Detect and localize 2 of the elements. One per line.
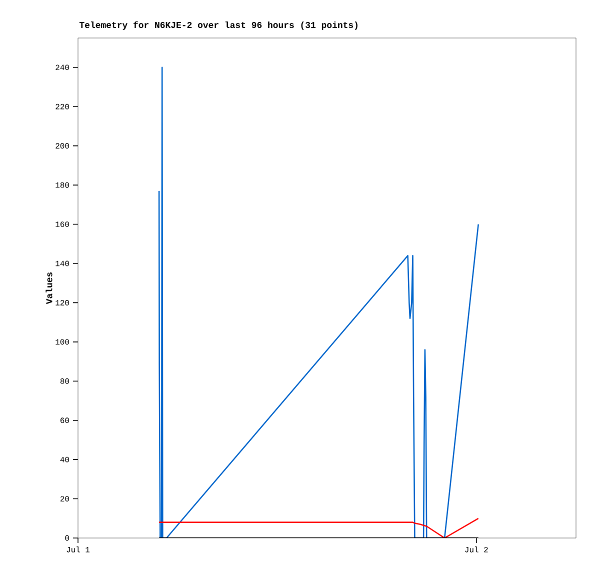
chart-title: Telemetry for N6KJE-2 over last 96 hours (31 points) [79, 21, 358, 30]
y-axis-title: Values [46, 272, 52, 304]
